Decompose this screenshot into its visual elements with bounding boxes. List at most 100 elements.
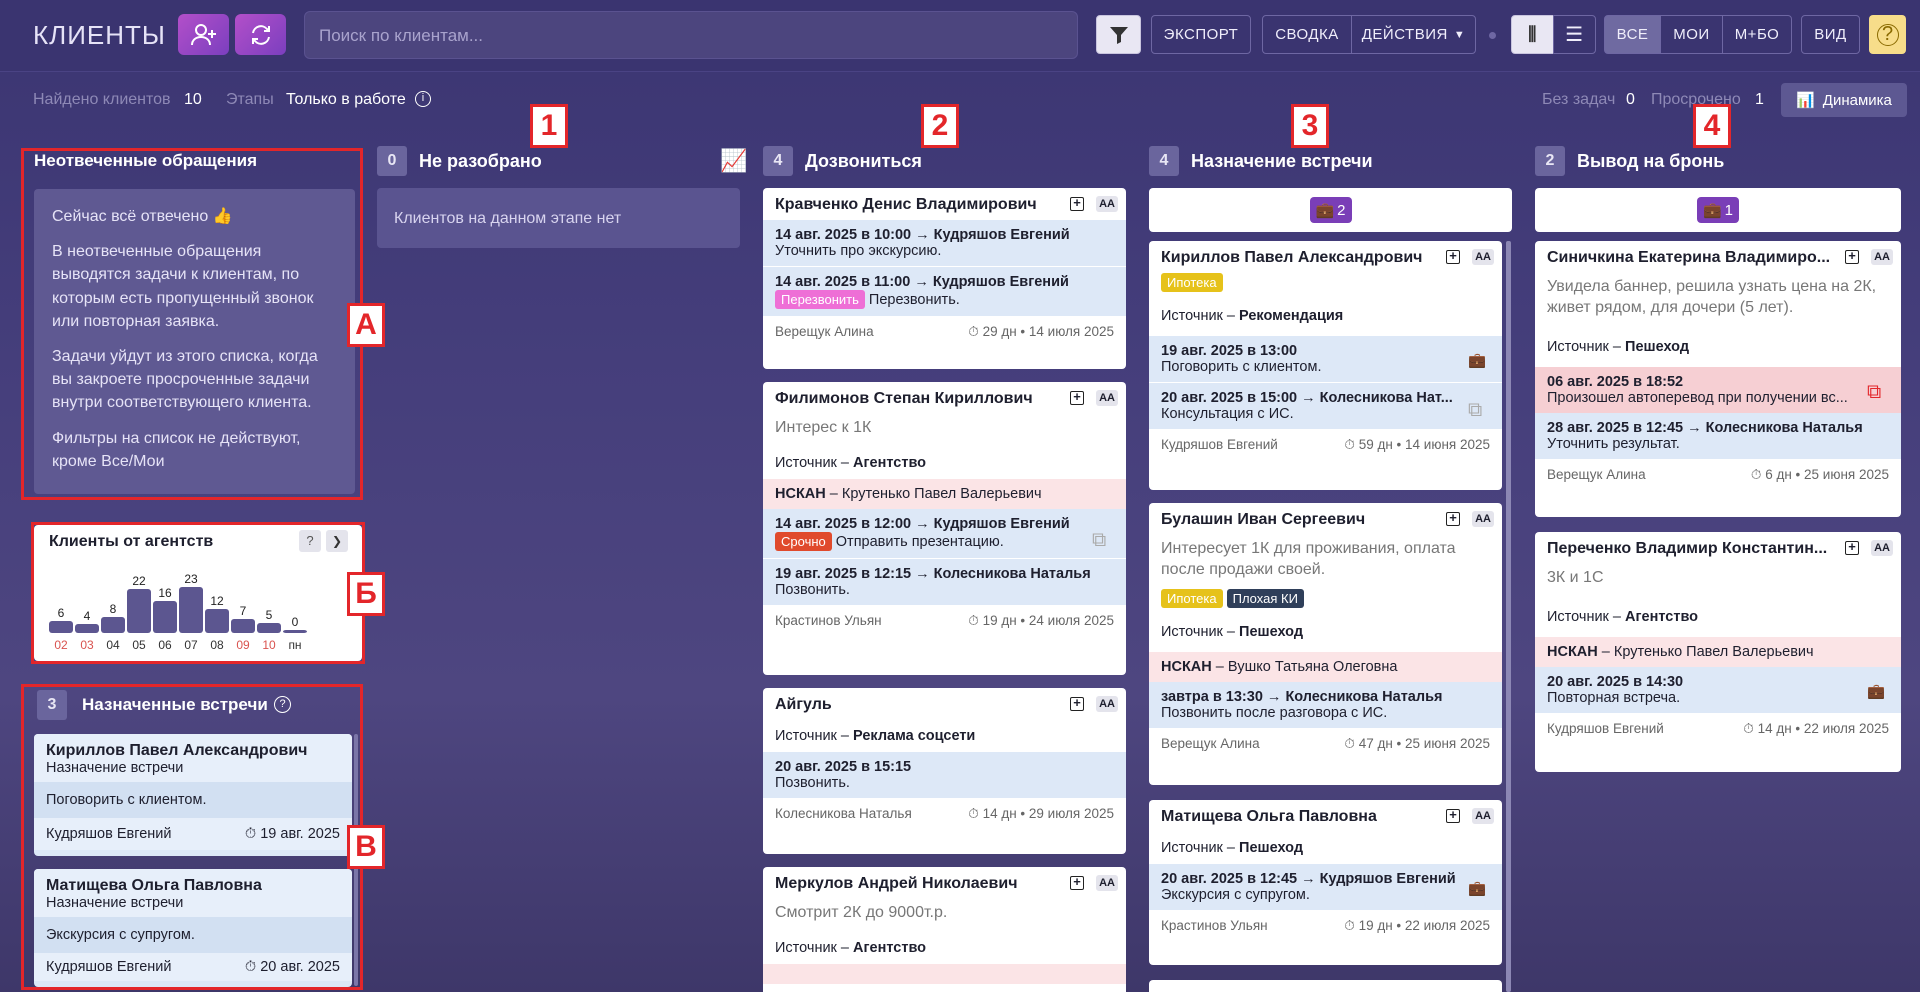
column-title: Вывод на бронь (1577, 150, 1725, 171)
add-task-icon[interactable]: + (1070, 875, 1084, 890)
client-name: Кириллов Павел Александрович (1161, 249, 1423, 266)
briefcase-icon[interactable]: 💼 (1468, 353, 1487, 369)
client-card[interactable]: Синичкина Екатерина Владимиро... + AA Увид… (1535, 241, 1901, 517)
dynamics-button[interactable]: 📊 Динамика (1781, 83, 1907, 117)
aa-badge[interactable]: AA (1871, 249, 1893, 265)
clock-icon: ⏱ (244, 826, 257, 842)
help-button[interactable]: ? (1869, 15, 1906, 54)
task-header: 20 авг. 2025 в 12:45 → Кудряшов Евгений (1161, 871, 1456, 887)
filter-icon (1109, 26, 1128, 44)
export-button[interactable]: ЭКСПОРТ (1151, 15, 1251, 54)
overdue-task-item[interactable]: 06 авг. 2025 в 18:52 Произошел автоперево… (1535, 366, 1901, 413)
stats-icon[interactable]: 📈 (720, 148, 748, 173)
actions-label: ДЕЙСТВИЯ (1361, 26, 1448, 43)
task-item[interactable]: 14 авг. 2025 в 11:00 → Кудряшов Евгений П… (763, 266, 1126, 316)
add-task-icon[interactable]: + (1070, 696, 1084, 711)
client-card-partial[interactable] (1149, 980, 1502, 992)
task-item[interactable]: 14 авг. 2025 в 10:00 → Кудряшов Евгений У… (763, 220, 1126, 266)
client-name: Матищева Ольга Павловна (1161, 808, 1377, 825)
client-note: Смотрит 2К до 9000т.р. (775, 904, 948, 921)
copy-icon[interactable]: ⧉ (1867, 380, 1882, 403)
search-input[interactable]: Поиск по клиентам... (304, 11, 1078, 59)
stages-value[interactable]: Только в работе (286, 91, 406, 108)
annotation-label-3: 3 (1291, 104, 1329, 148)
summary-button[interactable]: СВОДКА (1262, 15, 1352, 54)
list-view-button[interactable]: ☰ (1553, 15, 1596, 54)
task-item[interactable]: 14 авг. 2025 в 12:00 → Кудряшов Евгений С… (763, 508, 1126, 558)
briefcase-icon[interactable]: 💼 (1468, 881, 1487, 897)
task-header: 06 авг. 2025 в 18:52 (1547, 373, 1684, 390)
task-item[interactable]: 20 авг. 2025 в 15:15 Позвонить. (763, 752, 1126, 798)
client-name: Филимонов Степан Кириллович (775, 390, 1033, 407)
meeting-client-name: Кириллов Павел Александрович (46, 742, 308, 759)
card-agent: Кудряшов Евгений (1547, 720, 1664, 736)
meetings-summary-box[interactable]: 💼 2 (1149, 188, 1512, 232)
overdue-label: Просрочено (1651, 91, 1741, 108)
briefcase-icon[interactable]: 💼 (1867, 683, 1886, 700)
client-card[interactable]: Матищева Ольга Павловна + AA Источник – Пе… (1149, 800, 1502, 965)
add-client-button[interactable] (178, 14, 229, 55)
view-button[interactable]: ВИД (1801, 15, 1860, 54)
refresh-icon (251, 24, 270, 45)
client-card[interactable]: Филимонов Степан Кириллович + AA Интерес к… (763, 382, 1126, 675)
meeting-task: Экскурсия с супругом. (34, 917, 352, 953)
task-item[interactable]: 28 авг. 2025 в 12:45 → Колесникова Натал… (1535, 412, 1901, 459)
add-task-icon[interactable]: + (1070, 196, 1084, 211)
add-task-icon[interactable]: + (1070, 390, 1084, 405)
clock-icon: ⏱ (1344, 735, 1355, 751)
aa-badge[interactable]: AA (1096, 390, 1118, 406)
help-circle-icon[interactable]: ? (274, 696, 291, 713)
client-card[interactable]: Кравченко Денис Владимирович + AA 14 авг. … (763, 188, 1126, 369)
task-item[interactable]: 20 авг. 2025 в 14:30 Повторная встреча. 💼 (1535, 666, 1901, 713)
client-card[interactable]: Меркулов Андрей Николаевич + AA Смотрит 2К… (763, 867, 1126, 992)
clock-icon: ⏱ (1750, 466, 1762, 482)
client-tag: Плохая КИ (1226, 588, 1304, 608)
no-tasks-count: 0 (1626, 91, 1635, 108)
nscan-label: НСКАН (1547, 643, 1598, 660)
chart-value-label: 4 (84, 609, 91, 623)
aa-badge[interactable]: AA (1096, 196, 1118, 212)
empty-column-message: Клиентов на данном этапе нет (377, 188, 740, 248)
info-icon[interactable]: i (415, 91, 431, 107)
meeting-card[interactable]: Кириллов Павел Александрович Назначение в… (34, 734, 352, 856)
task-item[interactable]: 19 авг. 2025 в 13:00 Поговорить с клиенто… (1149, 336, 1502, 382)
task-item[interactable]: 19 авг. 2025 в 12:15 → Колесникова Натал… (763, 557, 1126, 605)
copy-icon[interactable]: ⧉ (1092, 528, 1107, 551)
agents-help-button[interactable]: ? (299, 530, 321, 552)
filter-button[interactable] (1096, 15, 1141, 54)
actions-dropdown[interactable]: ДЕЙСТВИЯ ▼ (1351, 15, 1476, 54)
aa-badge[interactable]: AA (1871, 540, 1893, 556)
refresh-button[interactable] (235, 14, 286, 55)
aa-badge[interactable]: AA (1472, 808, 1494, 824)
add-task-icon[interactable]: + (1446, 511, 1460, 526)
aa-badge[interactable]: AA (1096, 875, 1118, 891)
client-source: Источник – Пешеход (1535, 327, 1901, 367)
task-item[interactable]: завтра в 13:30 → Колесникова Наталья Позв… (1149, 681, 1502, 728)
chevron-right-icon[interactable]: ❯ (326, 530, 348, 552)
add-task-icon[interactable]: + (1446, 808, 1460, 823)
add-task-icon[interactable]: + (1845, 249, 1859, 264)
kanban-view-button[interactable]: ⫼ (1511, 15, 1554, 54)
client-card[interactable]: Булашин Иван Сергеевич + AA Интересует 1К … (1149, 503, 1502, 785)
add-task-icon[interactable]: + (1845, 540, 1859, 555)
copy-icon[interactable]: ⧉ (1468, 399, 1483, 421)
filter-mbo-button[interactable]: М+БО (1722, 15, 1792, 54)
client-card[interactable]: Айгуль + AA Источник – Реклама соцсети 20 … (763, 688, 1126, 854)
meeting-agent: Кудряшов Евгений (46, 959, 172, 975)
column-title: Назначение встречи (1191, 150, 1373, 171)
aa-badge[interactable]: AA (1096, 696, 1118, 712)
client-card[interactable]: Кириллов Павел Александрович + AA Ипотека … (1149, 241, 1502, 490)
booking-summary-box[interactable]: 💼 1 (1535, 188, 1901, 232)
add-task-icon[interactable]: + (1446, 249, 1460, 264)
filter-mine-button[interactable]: МОИ (1660, 15, 1723, 54)
filter-all-button[interactable]: ВСЕ (1604, 15, 1661, 54)
aa-badge[interactable]: AA (1472, 511, 1494, 527)
task-item[interactable]: 20 авг. 2025 в 12:45 → Кудряшов Евгений Э… (1149, 864, 1502, 910)
aa-badge[interactable]: AA (1472, 249, 1494, 265)
task-item[interactable]: 20 авг. 2025 в 15:00 → Колесникова Нат..… (1149, 382, 1502, 429)
clock-icon: ⏱ (1344, 437, 1355, 452)
task-header: 14 авг. 2025 в 10:00 → Кудряшов Евгений (775, 227, 1070, 243)
meeting-card[interactable]: Матищева Ольга Павловна Назначение встреч… (34, 869, 352, 987)
client-card[interactable]: Переченко Владимир Константин... + AA 3К и… (1535, 532, 1901, 772)
column-scrollbar[interactable] (1506, 241, 1511, 992)
